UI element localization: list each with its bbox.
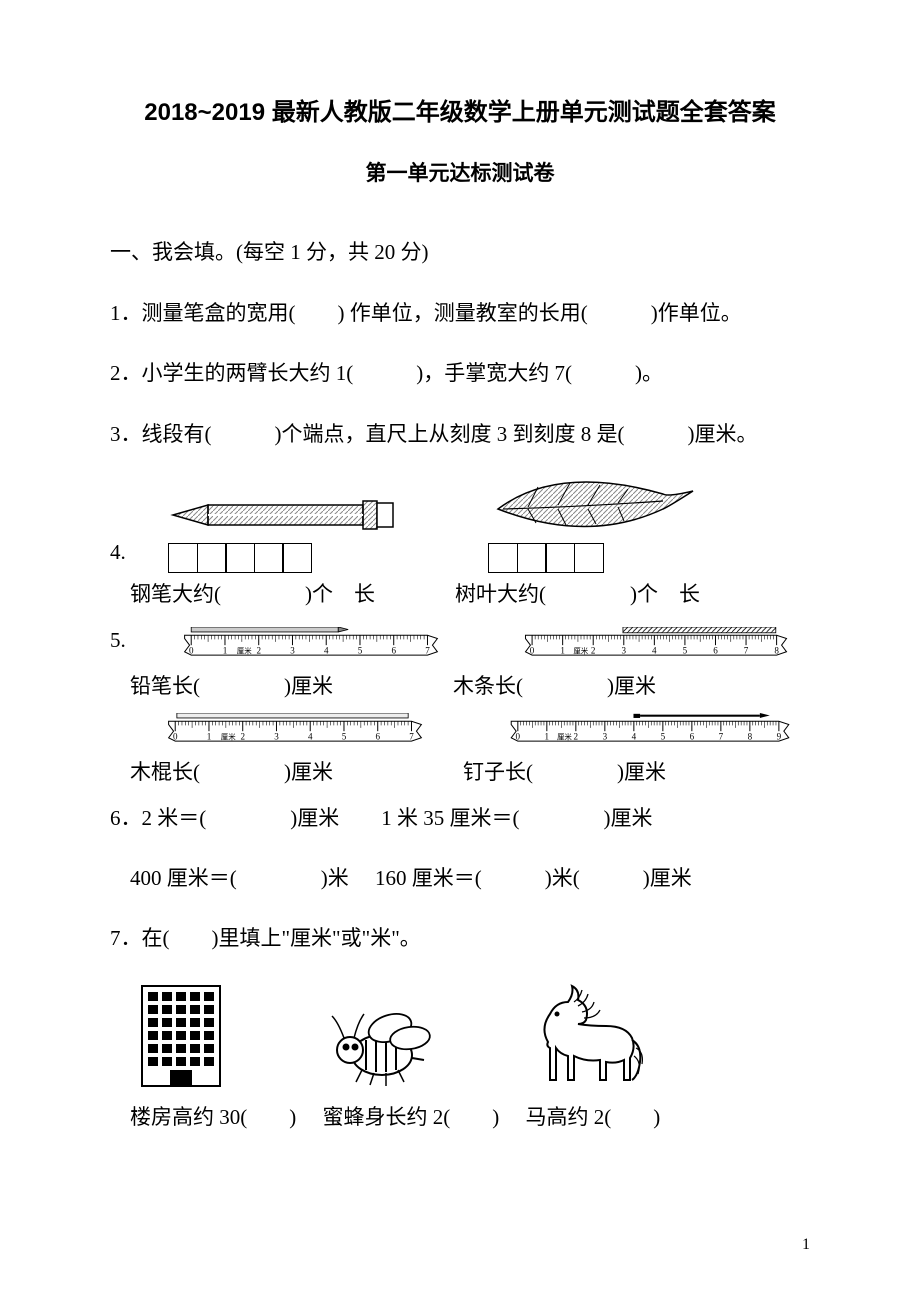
q5-prefix: 5. <box>110 621 126 661</box>
main-title: 2018~2019 最新人教版二年级数学上册单元测试题全套答案 <box>110 90 810 136</box>
svg-text:3: 3 <box>274 731 279 741</box>
svg-text:1: 1 <box>207 731 212 741</box>
svg-text:0: 0 <box>173 731 178 741</box>
pencil-label: 铅笔长( )厘米 <box>130 667 333 707</box>
leaf-icon <box>488 469 698 539</box>
pencil-ruler-icon: 0 厘米 1 2 3 4 5 6 7 <box>156 627 466 665</box>
q4-labels: 钢笔大约( )个 长 树叶大约( )个 长 <box>130 575 810 615</box>
svg-text:厘米: 厘米 <box>237 645 252 655</box>
svg-text:0: 0 <box>189 645 194 655</box>
svg-text:0: 0 <box>530 645 535 655</box>
svg-text:5: 5 <box>357 645 362 655</box>
leaf-boxes <box>488 543 604 573</box>
svg-text:3: 3 <box>290 645 295 655</box>
svg-text:8: 8 <box>774 645 779 655</box>
svg-text:4: 4 <box>308 731 313 741</box>
q7-images <box>130 980 810 1090</box>
svg-text:0: 0 <box>516 731 521 741</box>
svg-text:3: 3 <box>621 645 626 655</box>
stick-label: 木棍长( )厘米 <box>130 753 333 793</box>
nail-label: 钉子长( )厘米 <box>463 753 666 793</box>
svg-text:2: 2 <box>591 645 596 655</box>
pen-boxes <box>168 543 312 573</box>
svg-text:7: 7 <box>409 731 414 741</box>
q4-images: 4. <box>110 469 810 573</box>
svg-text:1: 1 <box>545 731 550 741</box>
svg-text:8: 8 <box>748 731 753 741</box>
q5-labels1: 铅笔长( )厘米 木条长( )厘米 <box>130 667 810 707</box>
svg-text:5: 5 <box>661 731 666 741</box>
svg-text:4: 4 <box>324 645 329 655</box>
svg-text:3: 3 <box>603 731 608 741</box>
q1: 1．测量笔盒的宽用( ) 作单位，测量教室的长用( )作单位。 <box>110 288 810 338</box>
stick-ruler-icon: 0 厘米 1 2 3 4 5 6 7 <box>140 713 450 751</box>
svg-text:7: 7 <box>425 645 430 655</box>
q5-row2: 0 厘米 1 2 3 4 5 6 7 0 厘米 1 2 3 4 5 6 7 8 9 <box>110 713 810 751</box>
building-icon <box>130 980 240 1090</box>
q2: 2．小学生的两臂长大约 1( )，手掌宽大约 7( )。 <box>110 348 810 398</box>
svg-text:4: 4 <box>652 645 657 655</box>
svg-text:1: 1 <box>222 645 227 655</box>
q7: 7．在( )里填上"厘米"或"米"。 <box>110 913 810 963</box>
section1-header: 一、我会填。(每空 1 分，共 20 分) <box>110 227 810 277</box>
q6-line2: 400 厘米＝( )米 160 厘米＝( )米( )厘米 <box>130 853 810 903</box>
bee-icon <box>320 1000 440 1090</box>
q5-labels2: 木棍长( )厘米 钉子长( )厘米 <box>130 753 810 793</box>
svg-text:2: 2 <box>256 645 261 655</box>
svg-text:6: 6 <box>713 645 718 655</box>
page-number: 1 <box>802 1230 810 1260</box>
svg-text:5: 5 <box>342 731 347 741</box>
subtitle: 第一单元达标测试卷 <box>110 154 810 194</box>
pen-label: 钢笔大约( )个 长 <box>130 575 375 615</box>
svg-text:厘米: 厘米 <box>221 731 236 741</box>
svg-text:6: 6 <box>391 645 396 655</box>
q4-prefix: 4. <box>110 533 128 573</box>
svg-text:6: 6 <box>375 731 380 741</box>
svg-text:1: 1 <box>560 645 565 655</box>
svg-text:2: 2 <box>574 731 579 741</box>
svg-text:厘米: 厘米 <box>557 731 572 741</box>
svg-text:2: 2 <box>240 731 245 741</box>
nail-ruler-icon: 0 厘米 1 2 3 4 5 6 7 8 9 <box>480 713 820 751</box>
svg-text:4: 4 <box>632 731 637 741</box>
q7-labels: 楼房高约 30( ) 蜜蜂身长约 2( ) 马高约 2( ) <box>130 1098 810 1138</box>
wood-label: 木条长( )厘米 <box>453 667 656 707</box>
pen-icon <box>168 491 398 539</box>
leaf-label: 树叶大约( )个 长 <box>455 575 700 615</box>
q5-row1: 5. 0 厘米 1 2 3 4 5 6 7 0 厘米 1 2 3 4 5 6 7 8 <box>110 621 810 665</box>
svg-text:9: 9 <box>777 731 782 741</box>
horse-icon <box>520 980 650 1090</box>
svg-text:7: 7 <box>744 645 749 655</box>
svg-text:6: 6 <box>690 731 695 741</box>
svg-text:5: 5 <box>682 645 687 655</box>
q3: 3．线段有( )个端点，直尺上从刻度 3 到刻度 8 是( )厘米。 <box>110 409 810 459</box>
svg-text:7: 7 <box>719 731 724 741</box>
svg-text:厘米: 厘米 <box>573 645 588 655</box>
q6-line1: 6．2 米＝( )厘米 1 米 35 厘米＝( )厘米 <box>110 793 810 843</box>
wood-ruler-icon: 0 厘米 1 2 3 4 5 6 7 8 <box>496 627 816 665</box>
